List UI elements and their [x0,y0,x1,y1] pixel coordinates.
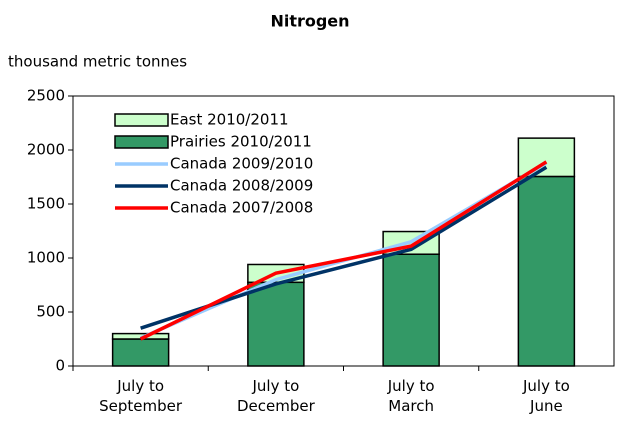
bar [517,137,576,178]
y-tick-label: 1000 [27,249,65,267]
legend-label: East 2010/2011 [170,111,289,129]
x-tick-label: July to December [236,377,315,415]
legend-label: Canada 2008/2009 [170,177,313,195]
chart-title: Nitrogen [270,12,349,31]
y-tick-label: 500 [36,303,65,321]
bar [382,253,440,367]
legend-label: Canada 2009/2010 [170,155,313,173]
bar [111,338,170,367]
legend-label: Canada 2007/2008 [170,199,313,217]
legend-swatch [114,135,169,149]
y-tick-label: 2500 [27,87,65,105]
legend-swatch [114,113,169,127]
x-tick-label: July to September [99,377,183,415]
x-tick-label: July to June [522,377,570,415]
y-tick-label: 2000 [27,141,65,159]
bar [247,281,305,367]
legend-label: Prairies 2010/2011 [170,133,312,151]
x-tick-label: July to March [387,377,435,415]
y-tick-label: 0 [55,357,65,375]
y-axis-label: thousand metric tonnes [8,53,187,71]
line-series [139,160,548,341]
bar [517,175,576,367]
y-tick-label: 1500 [27,195,65,213]
